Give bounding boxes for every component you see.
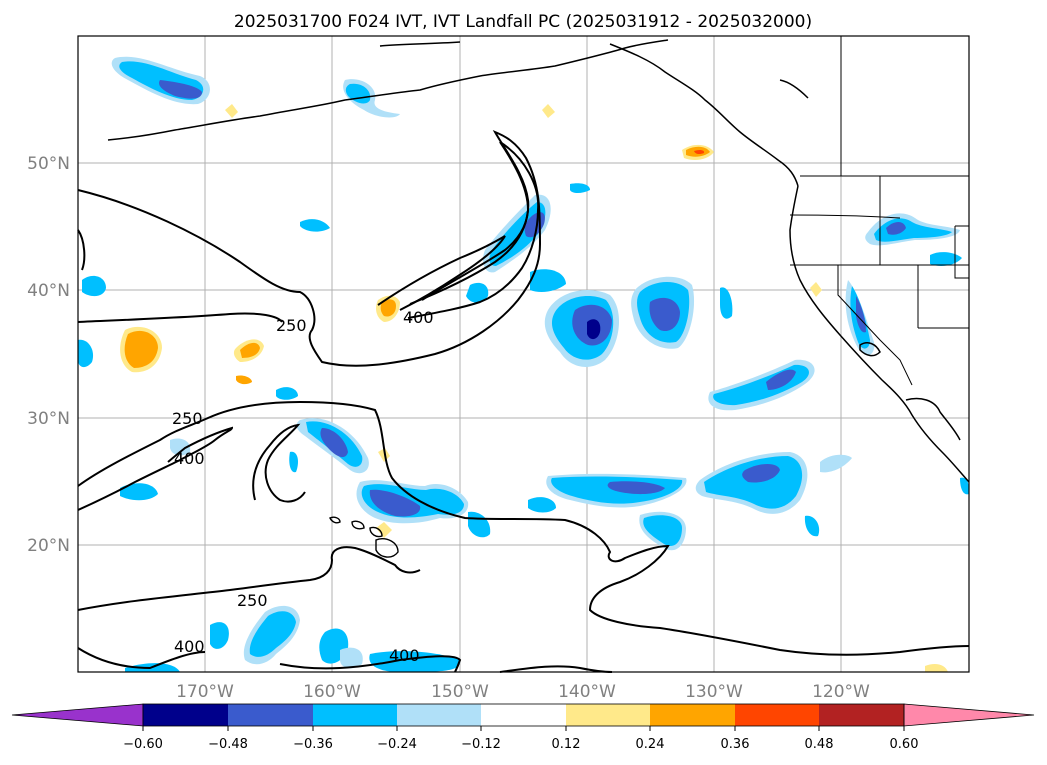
contour-label: 250	[237, 591, 268, 610]
ivt-contour-400	[252, 423, 306, 503]
political-boundaries	[789, 36, 969, 386]
ivt-contour-400	[77, 426, 234, 511]
lon-label: 150°W	[431, 682, 489, 702]
ivt-contour-400	[377, 235, 506, 311]
colorbar-extend-low	[11, 703, 144, 727]
colorbar-tick-label: −0.24	[377, 737, 417, 752]
colorbar-tick-label: 0.48	[805, 737, 834, 752]
contour-label: 400	[174, 637, 205, 656]
colorbar-ticks	[142, 726, 905, 731]
shading-blob	[708, 359, 815, 411]
lat-label: 40°N	[27, 281, 70, 301]
colorbar-tick-label: 0.36	[721, 737, 750, 752]
shading-blob	[544, 290, 620, 367]
contour-label: 400	[174, 449, 205, 468]
contour-label: 250	[172, 409, 203, 428]
shading-blob	[865, 213, 960, 246]
colorbar-segment	[313, 704, 397, 726]
shading-blob	[225, 104, 948, 672]
colorbar-tick-label: −0.48	[208, 737, 248, 752]
colorbar-segment	[228, 704, 313, 726]
map-title: 2025031700 F024 IVT, IVT Landfall PC (20…	[234, 12, 812, 32]
ivt-contour-250	[77, 312, 283, 323]
shading-blob	[682, 144, 714, 160]
hawaiian-islands	[329, 516, 399, 558]
ivt-contour-400	[279, 655, 462, 673]
colorbar-segment	[566, 704, 650, 726]
shading-blob	[356, 480, 491, 538]
colorbar: −0.60 −0.48 −0.36 −0.24 −0.12 0.12 0.24 …	[11, 703, 1035, 752]
shading-blob	[120, 326, 162, 373]
lon-label: 130°W	[685, 682, 743, 702]
colorbar-tick-label: −0.36	[293, 737, 333, 752]
colorbar-tick-labels: −0.60 −0.48 −0.36 −0.24 −0.12 0.12 0.24 …	[123, 737, 918, 752]
ivt-contour-400	[77, 647, 206, 670]
colorbar-tick-label: −0.12	[461, 737, 501, 752]
map-panel: 250 400 250 400 250 400 400	[77, 35, 970, 673]
ivt-contour-250	[77, 229, 86, 271]
lat-label: 50°N	[27, 154, 70, 174]
negative-ivt-shading	[78, 56, 970, 672]
colorbar-segment	[735, 704, 819, 726]
colorbar-segment	[819, 704, 904, 726]
map-frame	[77, 35, 970, 673]
shading-blob	[528, 473, 687, 513]
contour-label: 400	[403, 308, 434, 327]
ivt-contour-250	[77, 546, 421, 611]
map-background	[78, 36, 969, 672]
shading-blob	[111, 56, 210, 105]
colorbar-frame	[142, 703, 905, 727]
shading-blob	[296, 418, 369, 474]
colorbar-tick-label: 0.12	[552, 737, 581, 752]
lon-label: 140°W	[558, 682, 616, 702]
shading-blob	[695, 452, 808, 514]
colorbar-tick-label: −0.60	[123, 737, 163, 752]
contour-label: 400	[389, 646, 420, 665]
shading-blob	[631, 276, 695, 349]
colorbar-segment	[650, 704, 735, 726]
shading-blob	[78, 183, 970, 537]
contour-label: 250	[276, 316, 307, 335]
shading-blob	[639, 511, 686, 551]
colorbar-segment	[397, 704, 481, 726]
ivt-contour-400	[407, 141, 540, 319]
colorbar-tick-label: 0.60	[890, 737, 919, 752]
lat-label: 20°N	[27, 536, 70, 556]
shading-blob	[845, 280, 875, 356]
lon-label: 120°W	[812, 682, 870, 702]
colorbar-segment	[481, 704, 566, 726]
lon-label: 170°W	[176, 682, 234, 702]
contour-labels: 250 400 250 400 250 400 400	[172, 308, 434, 665]
longitude-labels: 170°W 160°W 150°W 140°W 130°W 120°W	[176, 682, 870, 702]
colorbar-extend-high	[903, 703, 1035, 727]
latitude-labels: 50°N 40°N 30°N 20°N	[27, 154, 70, 556]
ivt-contour-250	[77, 400, 970, 656]
colorbar-tick-label: 0.24	[636, 737, 665, 752]
land-outlines	[107, 39, 970, 483]
lat-label: 30°N	[27, 409, 70, 429]
shading-blob	[233, 339, 264, 385]
lon-label: 160°W	[303, 682, 361, 702]
colorbar-segment	[143, 704, 228, 726]
ivt-contours	[77, 130, 970, 673]
